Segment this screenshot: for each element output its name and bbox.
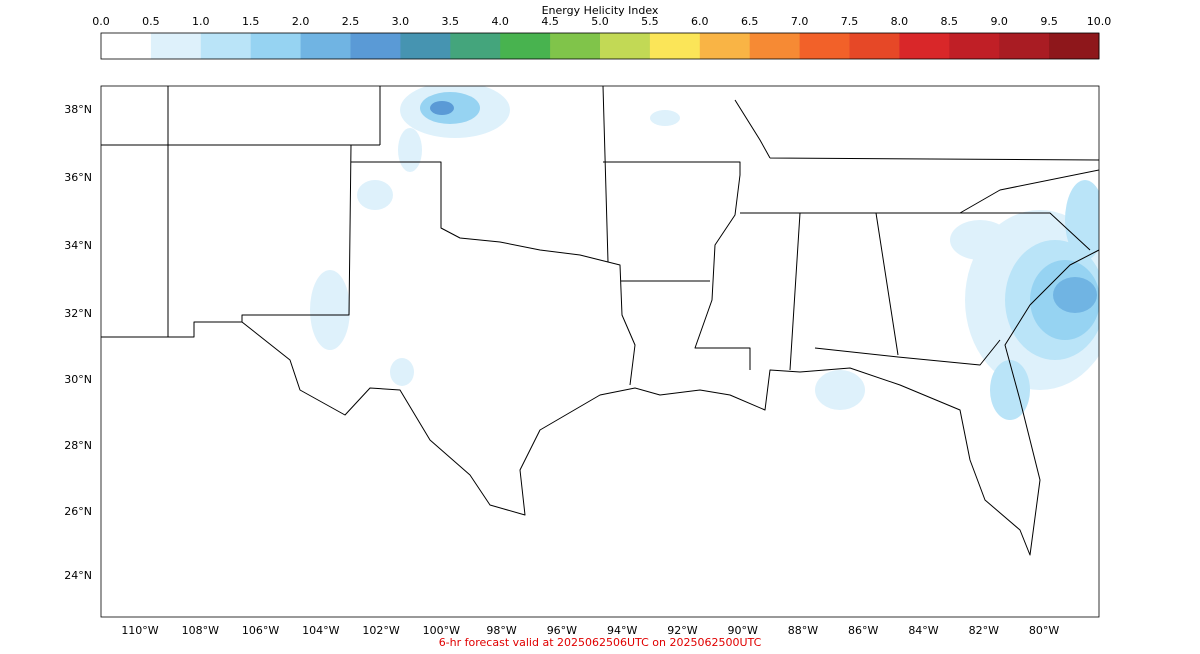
colorbar-tick-label: 0.5: [142, 15, 160, 28]
colorbar-tick-label: 5.0: [591, 15, 609, 28]
lon-label: 90°W: [728, 624, 758, 637]
colorbar-tick-label: 2.5: [342, 15, 360, 28]
lon-label: 88°W: [788, 624, 818, 637]
colorbar-tick-label: 2.0: [292, 15, 310, 28]
colorbar-bin: [849, 33, 900, 59]
map-frame: [100, 85, 1100, 618]
lon-label: 100°W: [423, 624, 460, 637]
lon-label: 96°W: [547, 624, 577, 637]
colorbar-tick-label: 1.0: [192, 15, 210, 28]
colorbar-frame: [100, 32, 1100, 60]
colorbar-bin: [600, 33, 651, 59]
colorbar-bin: [550, 33, 601, 59]
map-area: [101, 86, 1099, 556]
colorbar-bin: [250, 33, 302, 59]
colorbar-tick-label: 8.0: [891, 15, 909, 28]
lat-label: 34°N: [64, 239, 92, 252]
lon-label: 84°W: [908, 624, 938, 637]
colorbar-tick-label: 7.5: [841, 15, 859, 28]
lon-label: 104°W: [302, 624, 339, 637]
colorbar-tick-label: 9.0: [990, 15, 1008, 28]
colorbar-bin: [699, 33, 751, 59]
axis-labels: 38°N 36°N 34°N 32°N 30°N 28°N 26°N 24°N 110°W 108…: [64, 103, 1059, 637]
lon-label: 82°W: [969, 624, 999, 637]
lon-label: 86°W: [848, 624, 878, 637]
colorbar-bin: [400, 33, 451, 59]
lat-label: 38°N: [64, 103, 92, 116]
forecast-footer: 6-hr forecast valid at 2025062506UTC on …: [439, 636, 762, 649]
colorbar-tick-label: 0.0: [92, 15, 110, 28]
colorbar-tick-label: 7.0: [791, 15, 809, 28]
colorbar-bin: [500, 33, 551, 59]
lon-label: 92°W: [667, 624, 697, 637]
colorbar-bin: [150, 33, 202, 59]
colorbar-tick-label: 1.5: [242, 15, 260, 28]
lon-label: 94°W: [607, 624, 637, 637]
lat-label: 30°N: [64, 373, 92, 386]
colorbar-bin: [101, 33, 152, 59]
lon-label: 106°W: [242, 624, 279, 637]
colorbar-tick-label: 3.0: [392, 15, 410, 28]
colorbar-bin: [649, 33, 701, 59]
colorbar-tick-label: 6.0: [691, 15, 709, 28]
colorbar-bin: [350, 33, 401, 59]
colorbar-tick-label: 6.5: [741, 15, 759, 28]
colorbar-bin: [999, 33, 1050, 59]
colorbar-tick-label: 9.5: [1040, 15, 1058, 28]
colorbar-bin: [749, 33, 801, 59]
lon-label: 102°W: [362, 624, 399, 637]
colorbar-tick-label: 3.5: [442, 15, 460, 28]
lat-label: 32°N: [64, 307, 92, 320]
colorbar-tick-label: 5.5: [641, 15, 659, 28]
colorbar-bin: [799, 33, 850, 59]
colorbar-tick-label: 10.0: [1087, 15, 1112, 28]
lat-label: 36°N: [64, 171, 92, 184]
colorbar-bin: [300, 33, 351, 59]
lon-label: 110°W: [121, 624, 158, 637]
lon-label: 98°W: [486, 624, 516, 637]
colorbar-bin: [200, 33, 252, 59]
colorbar-tick-label: 8.5: [941, 15, 959, 28]
borders: [101, 86, 1099, 556]
colorbar-tick-label: 4.5: [541, 15, 559, 28]
colorbar-bin: [899, 33, 950, 59]
lon-label: 80°W: [1029, 624, 1059, 637]
colorbar-bin: [1049, 33, 1100, 59]
lat-label: 24°N: [64, 569, 92, 582]
lon-label: 108°W: [182, 624, 219, 637]
colorbar-bin: [450, 33, 501, 59]
colorbar-title: Energy Helicity Index: [542, 4, 659, 17]
colorbar-tick-label: 4.0: [491, 15, 509, 28]
colorbar-bin: [949, 33, 1000, 59]
lat-label: 26°N: [64, 505, 92, 518]
colorbar: 0.0 0.5 1.0 1.5 2.0 2.5 3.0 3.5 4.0 4.5 5.0 5.5 6.0 6…: [92, 15, 1111, 59]
lat-label: 28°N: [64, 439, 92, 452]
shading: [310, 86, 1099, 420]
